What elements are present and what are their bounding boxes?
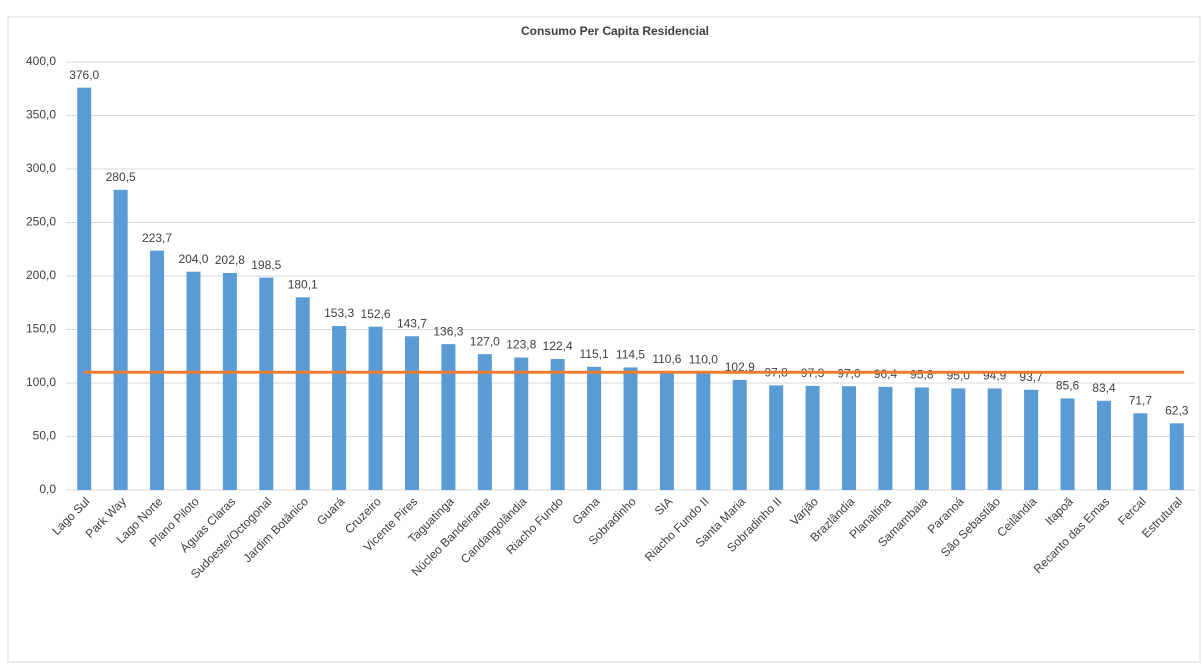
value-label: 110,0 [689, 352, 718, 366]
value-label: 95,0 [947, 369, 971, 383]
value-label: 223,7 [142, 231, 172, 245]
bar [878, 386, 893, 490]
value-label: 280,5 [106, 170, 136, 184]
value-label: 95,8 [910, 368, 934, 382]
value-label: 115,1 [580, 347, 609, 361]
y-tick-label: 50,0 [33, 429, 57, 443]
value-label: 96,4 [874, 367, 898, 381]
y-tick-label: 350,0 [26, 108, 56, 122]
bar [1169, 423, 1184, 490]
bar [987, 388, 1002, 490]
value-label: 204,0 [178, 252, 208, 266]
value-label: 127,0 [470, 334, 500, 348]
value-label: 152,6 [361, 307, 391, 321]
bar [222, 273, 237, 490]
value-label: 62,3 [1165, 404, 1189, 418]
bar [914, 387, 929, 490]
bar [477, 354, 492, 490]
y-tick-label: 150,0 [26, 322, 56, 336]
bar [150, 250, 165, 490]
value-label: 143,7 [397, 316, 427, 330]
chart-title: Consumo Per Capita Residencial [521, 24, 709, 38]
bar [842, 386, 857, 490]
bar [295, 297, 310, 490]
value-label: 136,3 [433, 324, 463, 338]
bar [1024, 389, 1039, 490]
y-tick-label: 0,0 [39, 482, 56, 496]
y-tick-label: 100,0 [26, 375, 56, 389]
bar [113, 189, 128, 491]
bar [769, 385, 784, 490]
chart-frame [7, 16, 1201, 663]
bar [404, 336, 419, 490]
bar [659, 371, 674, 490]
bar [1133, 413, 1148, 490]
value-label: 94,9 [983, 369, 1007, 383]
bar [332, 325, 347, 490]
value-label: 83,4 [1092, 381, 1116, 395]
value-label: 180,1 [288, 277, 318, 291]
value-label: 123,8 [506, 338, 536, 352]
bar [951, 388, 966, 490]
bar [696, 372, 711, 490]
value-label: 102,9 [725, 360, 755, 374]
bar [368, 326, 383, 490]
bar [1060, 398, 1075, 490]
y-tick-label: 200,0 [26, 268, 56, 282]
bar [441, 344, 456, 490]
value-label: 202,8 [215, 253, 245, 267]
bar [1096, 400, 1111, 490]
value-label: 114,5 [616, 348, 645, 362]
value-label: 122,4 [543, 339, 573, 353]
value-label: 85,6 [1056, 379, 1080, 393]
bar [805, 385, 820, 490]
value-label: 110,6 [652, 352, 681, 366]
bar [259, 277, 274, 490]
bar [514, 357, 529, 490]
value-label: 376,0 [69, 68, 99, 82]
bar [550, 359, 565, 490]
bar [77, 87, 92, 491]
value-label: 198,5 [251, 258, 281, 272]
y-tick-label: 400,0 [26, 54, 56, 68]
bar [186, 271, 201, 490]
y-tick-label: 250,0 [26, 215, 56, 229]
y-tick-label: 300,0 [26, 161, 56, 175]
bar [587, 366, 602, 490]
value-label: 153,3 [324, 306, 354, 320]
value-label: 71,7 [1129, 393, 1153, 407]
bar [623, 367, 638, 490]
bar [732, 379, 747, 490]
